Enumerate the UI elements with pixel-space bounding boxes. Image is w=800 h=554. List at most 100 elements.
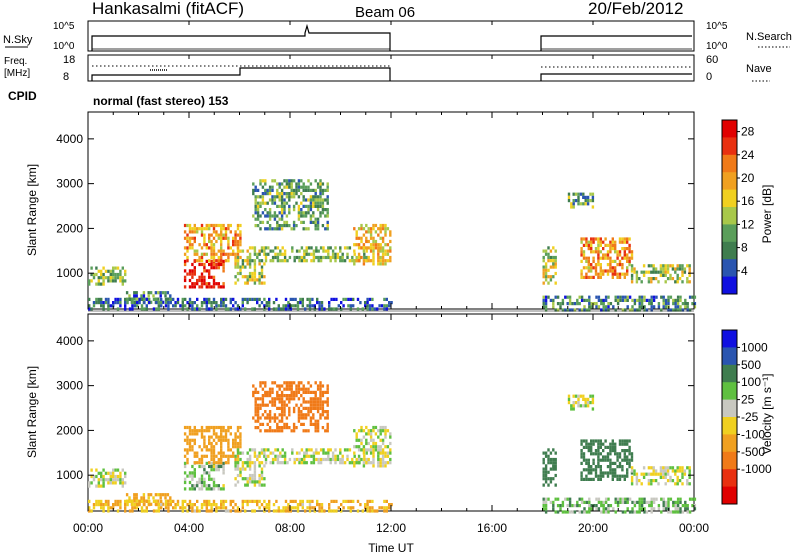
- echo-cell: [307, 400, 310, 404]
- echo-cell: [693, 504, 697, 508]
- echo-cell: [360, 425, 363, 430]
- echo-cell: [276, 384, 279, 388]
- echo-cell: [258, 271, 261, 276]
- echo-cell: [302, 195, 305, 199]
- echo-cell: [633, 308, 637, 312]
- echo-cell: [667, 510, 670, 514]
- echo-cell: [320, 304, 324, 308]
- echo-cell: [618, 452, 622, 456]
- echo-cell: [372, 445, 375, 449]
- echo-cell: [271, 179, 274, 183]
- echo-cell: [268, 419, 272, 423]
- echo-cell: [292, 426, 296, 430]
- echo-cell: [590, 439, 593, 443]
- echo-cell: [140, 509, 144, 513]
- echo-cell: [275, 499, 278, 503]
- echo-cell: [335, 307, 338, 311]
- echo-cell: [643, 497, 646, 501]
- echo-cell: [208, 499, 211, 503]
- echo-cell: [374, 243, 378, 247]
- echo-cell: [667, 504, 670, 508]
- echo-cell: [587, 445, 590, 449]
- echo-cell: [324, 416, 327, 420]
- echo-cell: [302, 390, 305, 394]
- echo-cell: [186, 503, 189, 507]
- echo-cell: [276, 188, 279, 192]
- echo-cell: [268, 198, 272, 202]
- echo-cell: [328, 506, 331, 510]
- echo-cell: [567, 401, 571, 405]
- echo-cell: [611, 474, 614, 478]
- freq-label-1: Freq.: [4, 56, 27, 67]
- echo-cell: [285, 185, 289, 189]
- echo-cell: [107, 471, 110, 475]
- echo-cell: [324, 429, 327, 433]
- echo-cell: [579, 394, 583, 398]
- echo-cell: [657, 280, 660, 284]
- echo-cell: [379, 249, 382, 253]
- echo-cell: [283, 451, 287, 455]
- echo-cell: [293, 259, 296, 263]
- nsky-label: N.Sky: [3, 34, 33, 46]
- echo-cell: [124, 269, 127, 273]
- echo-cell: [380, 304, 384, 308]
- echo-cell: [301, 304, 304, 308]
- echo-cell: [234, 230, 237, 234]
- echo-cell: [676, 510, 680, 514]
- echo-cell: [619, 497, 622, 501]
- echo-cell: [304, 227, 308, 231]
- echo-cell: [253, 509, 256, 513]
- echo-cell: [379, 445, 382, 449]
- echo-cell: [109, 269, 112, 273]
- echo-cell: [676, 277, 679, 281]
- echo-cell: [285, 416, 289, 420]
- echo-cell: [273, 397, 277, 401]
- echo-cell: [386, 249, 390, 253]
- echo-cell: [292, 410, 296, 414]
- echo-cell: [659, 267, 663, 271]
- echo-cell: [212, 262, 216, 267]
- echo-cell: [294, 506, 297, 510]
- echo-cell: [331, 255, 335, 260]
- echo-cell: [292, 220, 296, 224]
- echo-cell: [602, 269, 605, 273]
- echo-cell: [310, 246, 313, 250]
- echo-cell: [556, 510, 560, 514]
- echo-cell: [691, 504, 694, 508]
- echo-cell: [119, 474, 122, 479]
- echo-cell: [686, 280, 689, 284]
- echo-cell: [364, 506, 367, 510]
- freq-panel: Freq. [MHz] 18 8 60 0 Nave: [4, 54, 772, 83]
- echo-cell: [239, 265, 242, 269]
- echo-cell: [285, 394, 289, 398]
- echo-cell: [312, 422, 315, 426]
- echo-cell: [227, 227, 230, 231]
- echo-cell: [618, 237, 622, 241]
- echo-cell: [686, 308, 689, 312]
- echo-cell: [116, 478, 120, 482]
- echo-cell: [542, 473, 545, 478]
- echo-cell: [621, 263, 624, 267]
- echo-cell: [645, 298, 649, 302]
- echo-cell: [208, 282, 211, 286]
- echo-cell: [188, 441, 192, 446]
- echo-cell: [232, 239, 235, 244]
- echo-cell: [592, 477, 595, 481]
- echo-cell: [251, 448, 254, 452]
- echo-cell: [630, 482, 634, 486]
- echo-cell: [372, 236, 375, 240]
- echo-cell: [323, 307, 326, 311]
- echo-cell: [309, 416, 313, 420]
- echo-cell: [254, 198, 257, 202]
- echo-cell: [597, 272, 600, 276]
- echo-cell: [595, 302, 598, 306]
- echo-cell: [384, 227, 387, 231]
- echo-cell: [222, 297, 225, 301]
- echo-cell: [578, 302, 581, 306]
- echo-cell: [652, 267, 655, 271]
- echo-cell: [203, 480, 206, 485]
- echo-cell: [283, 179, 286, 183]
- echo-cell: [227, 255, 230, 260]
- echo-cell: [623, 272, 626, 276]
- echo-cell: [326, 211, 329, 215]
